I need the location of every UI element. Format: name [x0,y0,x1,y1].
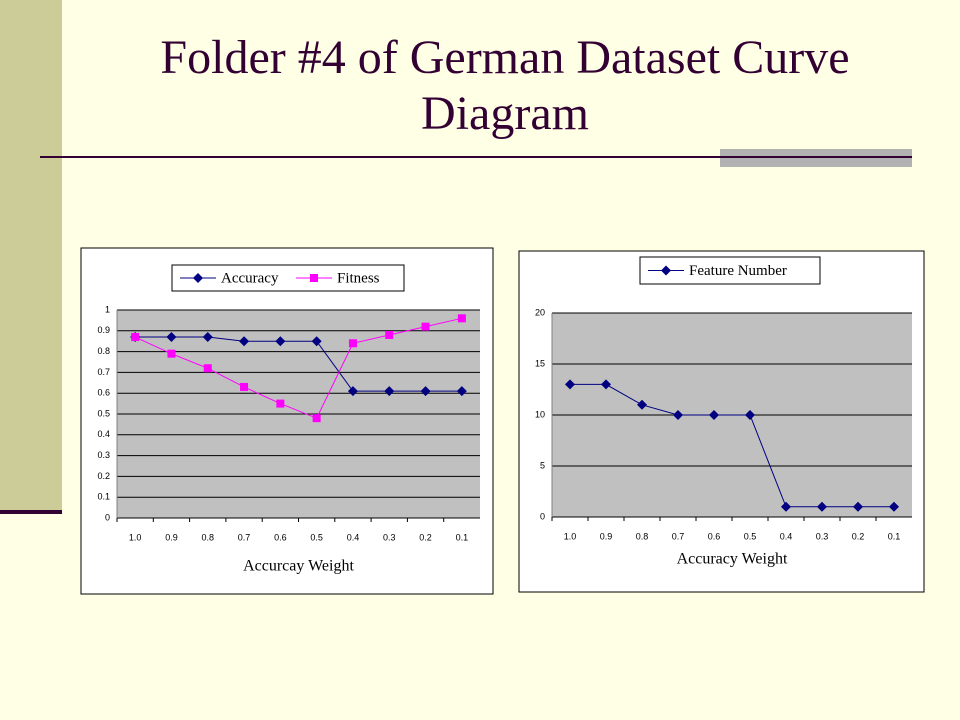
x-tick-label: 0.5 [744,531,757,541]
marker [312,414,321,423]
y-tick-label: 0.5 [97,408,110,418]
marker [781,501,791,512]
marker [456,386,467,397]
x-tick-label: 0.4 [347,532,360,542]
x-tick-label: 0.1 [888,531,901,541]
marker [457,314,466,323]
x-tick-label: 0.8 [201,532,214,542]
marker [203,364,212,373]
x-tick-label: 0.6 [274,532,287,542]
y-tick-label: 0.7 [97,367,110,377]
title-rule [40,156,912,158]
marker [817,501,827,512]
marker [239,336,250,347]
x-tick-label: 0.1 [456,532,469,542]
x-tick-label: 0.8 [636,531,649,541]
x-tick-label: 0.5 [310,532,323,542]
marker [637,399,647,410]
marker [348,339,357,348]
x-tick-label: 0.9 [600,531,613,541]
marker [673,410,683,420]
y-tick-label: 20 [535,307,545,317]
y-tick-label: 0.8 [97,346,110,356]
marker [275,336,286,347]
x-tick-label: 0.2 [852,531,865,541]
marker [311,336,322,347]
series-line [135,336,462,392]
side-stripe [0,0,62,510]
x-tick-label: 0.2 [419,532,432,542]
x-tick-label: 0.4 [780,531,793,541]
y-tick-label: 0 [105,512,110,522]
marker [709,410,719,420]
y-tick-label: 0.1 [97,492,110,502]
x-tick-label: 0.3 [383,532,396,542]
y-tick-label: 5 [540,460,545,470]
y-tick-label: 1 [105,304,110,314]
x-tick-label: 1.0 [129,532,142,542]
y-tick-label: 0.4 [97,429,110,439]
series-line [134,317,462,419]
legend-marker [661,265,671,276]
slide-title: Folder #4 of German Dataset Curve Diagra… [160,31,850,140]
x-axis-label: Accurcay Weight [243,558,354,575]
x-tick-label: 0.3 [816,531,829,541]
marker [202,332,213,343]
marker [167,349,176,358]
side-stripe-base [0,510,62,514]
x-tick-label: 1.0 [564,531,577,541]
legend-label: Accuracy [221,270,279,286]
marker [565,379,575,390]
y-tick-label: 0.6 [97,388,110,398]
x-tick-label: 0.7 [672,531,685,541]
marker [131,333,140,342]
marker [384,386,395,397]
legend-marker [310,274,318,282]
y-tick-label: 0.2 [97,471,110,481]
legend-label: Feature Number [689,263,787,279]
y-tick-label: 0 [540,511,545,521]
y-tick-label: 0.3 [97,450,110,460]
marker [276,399,285,408]
x-tick-label: 0.6 [708,531,721,541]
legend-marker [193,273,203,283]
y-tick-label: 10 [535,409,545,419]
marker [745,410,755,420]
legend-label: Fitness [337,270,380,286]
y-tick-label: 0.9 [97,325,110,335]
marker [421,322,430,331]
x-axis-label: Accuracy Weight [677,551,788,568]
marker [347,386,358,397]
marker [420,386,431,397]
marker [166,332,177,343]
marker [385,330,394,339]
marker [853,501,863,512]
series-line [570,383,894,508]
marker [240,382,249,391]
x-tick-label: 0.7 [238,532,251,542]
x-tick-label: 0.9 [165,532,178,542]
marker [889,501,899,512]
y-tick-label: 15 [535,358,545,368]
marker [601,379,611,390]
